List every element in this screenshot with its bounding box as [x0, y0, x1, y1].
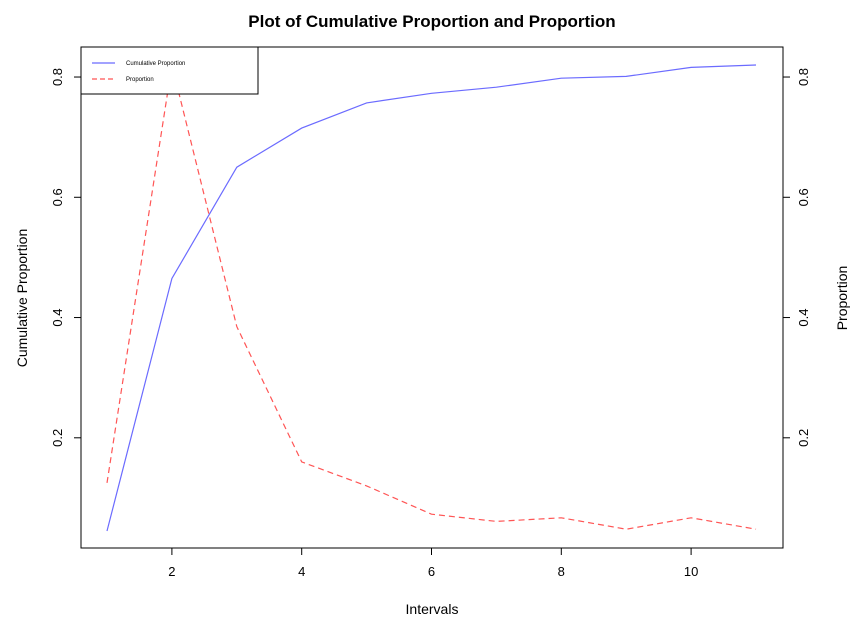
x-tick-label: 2 [168, 564, 175, 579]
legend-label-proportion: Proportion [126, 77, 154, 83]
x-tick-label: 10 [684, 564, 698, 579]
y-axis-label-left: Cumulative Proportion [14, 229, 30, 368]
y-tick-label-right: 0.6 [796, 188, 811, 206]
chart-title: Plot of Cumulative Proportion and Propor… [248, 12, 615, 31]
x-axis: 2 4 6 8 10 [168, 547, 698, 579]
series-line-proportion [106, 64, 757, 530]
y-tick-label-right: 0.8 [796, 68, 811, 86]
y-tick-label-right: 0.2 [796, 429, 811, 447]
x-tick-label: 4 [298, 564, 305, 579]
x-axis-label: Intervals [406, 601, 459, 617]
y-tick-label-right: 0.4 [796, 309, 811, 327]
x-tick-label: 8 [558, 564, 565, 579]
legend-box [80, 46, 259, 95]
x-tick-label: 6 [428, 564, 435, 579]
y-axis-left: 0.2 0.4 0.6 0.8 [50, 68, 81, 447]
y-tick-label-left: 0.8 [50, 68, 65, 86]
series-layer [106, 64, 757, 532]
legend-label-cumulative: Cumulative Proportion [126, 61, 185, 67]
y-tick-label-left: 0.4 [50, 309, 65, 327]
y-axis-label-right: Proportion [834, 266, 850, 331]
y-axis-right: 0.2 0.4 0.6 0.8 [783, 68, 811, 447]
y-tick-label-left: 0.6 [50, 188, 65, 206]
y-tick-label-left: 0.2 [50, 429, 65, 447]
series-line-cumulative-proportion [106, 64, 757, 532]
legend: Cumulative Proportion Proportion [80, 46, 259, 95]
